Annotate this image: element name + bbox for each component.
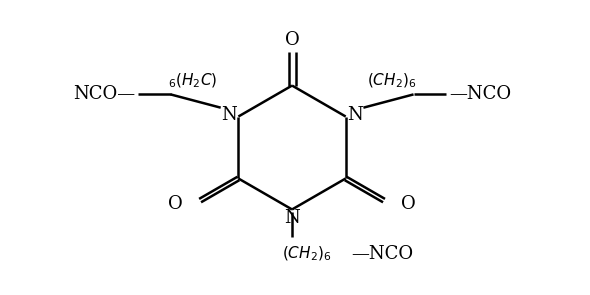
Text: N: N <box>221 106 237 124</box>
Text: —NCO: —NCO <box>449 85 511 104</box>
Text: O: O <box>168 194 183 213</box>
Text: O: O <box>401 194 416 213</box>
Text: NCO—: NCO— <box>73 85 135 104</box>
Text: O: O <box>284 31 299 50</box>
Text: $_6(H_2C)$: $_6(H_2C)$ <box>168 72 217 90</box>
Text: $(CH_2)_6$: $(CH_2)_6$ <box>366 72 416 90</box>
Text: N: N <box>284 209 300 227</box>
Text: $(CH_2)_6$: $(CH_2)_6$ <box>282 245 332 263</box>
Text: —NCO: —NCO <box>351 245 413 263</box>
Text: N: N <box>348 106 363 124</box>
